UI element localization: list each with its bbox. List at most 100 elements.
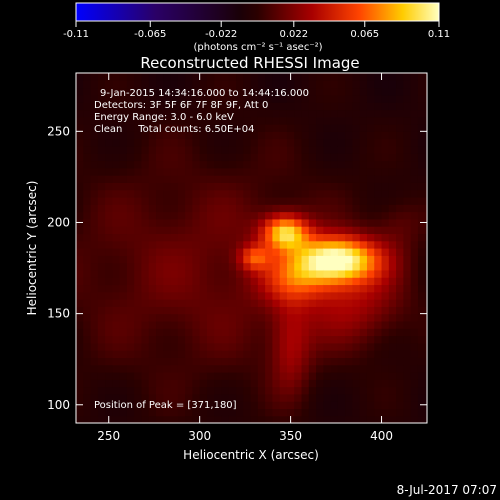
heatmap-cell [265,211,274,220]
heatmap-cell [359,415,368,423]
y-tick-label: 200 [47,215,70,229]
heatmap-cell [83,393,92,402]
heatmap-cell [170,328,179,337]
heatmap-cell [417,313,426,322]
heatmap-cell [112,364,121,373]
heatmap-cell [214,226,223,235]
heatmap-cell [243,233,252,242]
heatmap-cell [170,342,179,351]
heatmap-cell [112,277,121,286]
heatmap-cell [192,284,201,293]
heatmap-cell [279,255,288,264]
heatmap-cell [359,393,368,402]
heatmap-cell [185,306,193,315]
heatmap-cell [170,269,179,278]
heatmap-cell [417,87,426,96]
heatmap-cell [156,153,164,162]
heatmap-cell [250,415,259,423]
heatmap-cell [221,131,230,140]
heatmap-cell [76,109,84,118]
heatmap-cell [236,102,244,111]
heatmap-cell [250,313,259,322]
heatmap-cell [374,328,383,337]
heatmap-cell [272,116,281,125]
heatmap-cell [410,320,419,329]
heatmap-cell [214,211,223,220]
heatmap-cell [90,371,99,380]
heatmap-cell [170,262,179,271]
heatmap-cell [388,160,397,169]
heatmap-cell [221,226,230,235]
heatmap-cell [279,182,288,191]
heatmap-cell [185,262,193,271]
heatmap-cell [352,204,361,213]
heatmap-cell [185,124,193,132]
heatmap-cell [228,73,237,81]
heatmap-cell [76,277,84,286]
heatmap-cell [316,291,324,300]
heatmap-cell [330,102,339,111]
heatmap-cell [76,255,84,264]
heatmap-cell [286,138,295,147]
heatmap-cell [185,335,193,344]
heatmap-cell [126,306,135,315]
heatmap-cell [323,386,332,395]
heatmap-cell [192,320,201,329]
heatmap-cell [316,342,324,351]
heatmap-cell [83,284,92,293]
heatmap-cell [199,160,208,169]
heatmap-cell [337,350,346,358]
heatmap-cell [185,269,193,278]
heatmap-cell [359,335,368,344]
heatmap-cell [352,160,361,169]
heatmap-cell [199,357,208,366]
heatmap-cell [170,73,179,81]
heatmap-cell [410,175,419,183]
heatmap-cell [337,291,346,300]
heatmap-cell [403,204,412,213]
heatmap-cell [301,350,310,358]
heatmap-cell [119,335,128,344]
heatmap-cell [272,306,281,315]
heatmap-cell [352,248,361,256]
heatmap-cell [265,393,274,402]
heatmap-cell [388,196,397,205]
heatmap-cell [403,291,412,300]
heatmap-cell [126,109,135,118]
heatmap-cell [323,131,332,140]
heatmap-cell [337,80,346,89]
heatmap-cell [206,393,215,402]
heatmap-cell [83,233,92,242]
heatmap-cell [257,371,266,380]
heatmap-cell [279,408,288,417]
heatmap-cell [185,320,193,329]
heatmap-cell [163,87,172,96]
heatmap-cell [206,415,215,423]
heatmap-cell [352,291,361,300]
heatmap-cell [330,269,339,278]
heatmap-cell [330,328,339,337]
heatmap-cell [425,131,427,140]
heatmap-cell [374,116,383,125]
heatmap-cell [388,299,397,307]
heatmap-cell [366,401,375,410]
heatmap-cell [374,291,383,300]
heatmap-cell [352,102,361,111]
heatmap-cell [192,415,201,423]
heatmap-cell [228,277,237,286]
heatmap-cell [403,124,412,132]
heatmap-cell [257,393,266,402]
heatmap-cell [105,408,113,417]
heatmap-cell [374,102,383,111]
heatmap-cell [388,269,397,278]
heatmap-cell [301,182,310,191]
heatmap-cell [90,73,99,81]
heatmap-cell [90,153,99,162]
heatmap-cell [323,211,332,220]
heatmap-cell [97,342,106,351]
heatmap-cell [316,335,324,344]
heatmap-cell [410,379,419,388]
heatmap-cell [97,335,106,344]
heatmap-cell [192,182,201,191]
heatmap-cell [112,160,121,169]
